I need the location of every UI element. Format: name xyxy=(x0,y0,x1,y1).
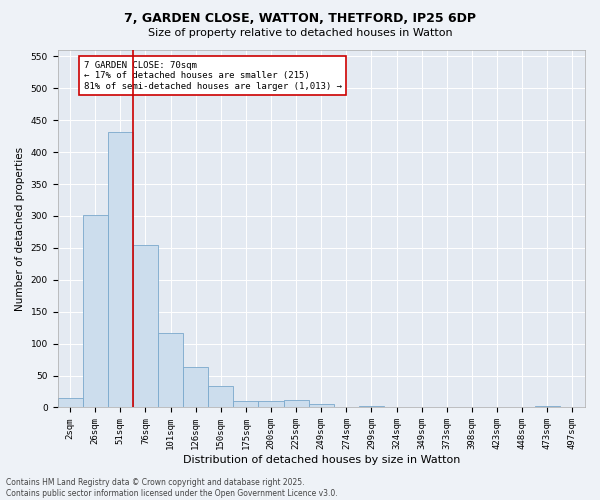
X-axis label: Distribution of detached houses by size in Watton: Distribution of detached houses by size … xyxy=(182,455,460,465)
Bar xyxy=(359,406,384,407)
Bar xyxy=(309,404,334,407)
Text: 7 GARDEN CLOSE: 70sqm
← 17% of detached houses are smaller (215)
81% of semi-det: 7 GARDEN CLOSE: 70sqm ← 17% of detached … xyxy=(84,60,342,90)
Bar xyxy=(183,366,208,408)
Bar xyxy=(535,406,560,407)
Bar xyxy=(83,214,108,408)
Text: Size of property relative to detached houses in Watton: Size of property relative to detached ho… xyxy=(148,28,452,38)
Bar xyxy=(233,401,259,407)
Bar xyxy=(108,132,133,407)
Y-axis label: Number of detached properties: Number of detached properties xyxy=(15,146,25,311)
Bar xyxy=(58,398,83,407)
Text: 7, GARDEN CLOSE, WATTON, THETFORD, IP25 6DP: 7, GARDEN CLOSE, WATTON, THETFORD, IP25 … xyxy=(124,12,476,26)
Bar xyxy=(259,401,284,407)
Text: Contains HM Land Registry data © Crown copyright and database right 2025.
Contai: Contains HM Land Registry data © Crown c… xyxy=(6,478,338,498)
Bar xyxy=(208,386,233,407)
Bar xyxy=(158,333,183,407)
Bar xyxy=(133,246,158,408)
Bar xyxy=(284,400,309,407)
